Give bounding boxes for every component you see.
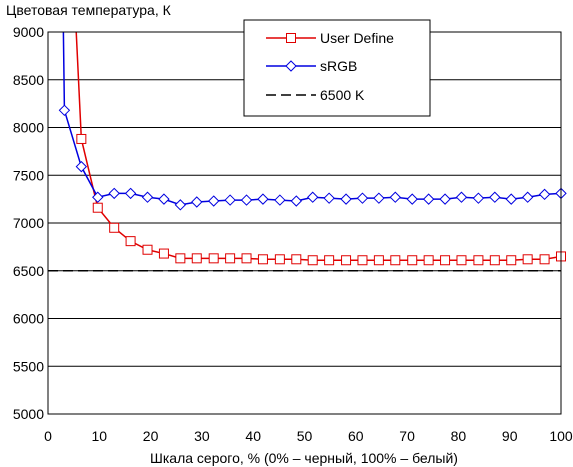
data-point (356, 192, 369, 204)
x-tick-label: 50 (297, 428, 313, 444)
data-point (58, 104, 71, 117)
x-tick-label: 20 (143, 428, 159, 444)
x-tick-label: 40 (245, 428, 261, 444)
data-point (274, 254, 285, 265)
y-tick-labels: 5000 5500 6000 6500 7000 7500 8000 8500 9000 (13, 24, 44, 422)
data-point (506, 255, 517, 266)
data-point (307, 255, 318, 266)
data-point (473, 255, 484, 266)
y-tick-label: 8500 (13, 72, 44, 88)
data-point (175, 253, 186, 264)
data-point (240, 194, 253, 206)
data-point (274, 194, 286, 206)
data-point (423, 255, 434, 266)
data-point (489, 255, 500, 266)
data-point (290, 195, 302, 207)
data-point (191, 196, 203, 208)
data-point (108, 187, 120, 200)
data-point (373, 255, 384, 266)
data-point (422, 193, 435, 205)
x-tick-label: 30 (194, 428, 210, 444)
y-tick-label: 6500 (13, 263, 44, 279)
data-point (439, 193, 451, 205)
y-tick-label: 5500 (13, 358, 44, 374)
x-tick-label: 80 (451, 428, 467, 444)
data-point (76, 133, 87, 144)
data-point (241, 253, 252, 264)
y-tick-label: 6000 (13, 311, 44, 327)
data-point (291, 254, 302, 265)
x-axis-title: Шкала серого, % (0% – черный, 100% – бел… (150, 450, 458, 466)
data-point (407, 255, 418, 266)
data-point (538, 188, 551, 201)
data-point (456, 255, 467, 266)
data-point (522, 254, 533, 265)
data-point (357, 255, 368, 266)
data-point (174, 199, 187, 211)
legend: User Define sRGB 6500 K (243, 19, 431, 117)
data-point (390, 255, 401, 266)
y-axis-title: Цветовая температура, К (6, 2, 172, 18)
x-tick-label: 100 (549, 428, 573, 444)
data-point (125, 236, 136, 247)
data-point (455, 191, 468, 203)
y-tick-label: 8000 (13, 120, 44, 136)
series-layer (48, 32, 567, 272)
legend-label: sRGB (320, 58, 357, 74)
data-point (207, 195, 220, 207)
data-point (141, 191, 154, 203)
data-point (505, 193, 517, 205)
data-point (208, 253, 219, 264)
data-point (521, 191, 534, 203)
series-1 (58, 32, 567, 211)
x-tick-label: 90 (502, 428, 518, 444)
legend-marker (286, 33, 296, 43)
data-point (191, 253, 202, 264)
data-point (389, 191, 402, 203)
data-point (324, 255, 335, 266)
data-point (257, 193, 269, 205)
data-point (406, 193, 418, 205)
data-point (92, 202, 103, 213)
data-point (142, 244, 153, 255)
data-point (158, 193, 170, 205)
data-point (373, 192, 385, 204)
data-point (224, 194, 236, 206)
data-point (92, 191, 104, 203)
data-point (440, 255, 451, 266)
data-point (323, 192, 335, 204)
data-point (472, 192, 485, 204)
y-tick-label: 9000 (13, 24, 44, 40)
data-point (489, 191, 501, 203)
x-tick-label: 60 (348, 428, 364, 444)
data-point (158, 248, 169, 259)
x-tick-labels: 0 10 20 30 40 50 60 70 80 90 100 (44, 428, 573, 444)
y-tick-label: 7000 (13, 215, 44, 231)
data-point (225, 253, 236, 264)
series-0 (75, 32, 566, 266)
data-point (341, 255, 352, 266)
legend-label: 6500 K (320, 87, 365, 103)
data-point (75, 160, 88, 173)
data-point (340, 193, 352, 205)
data-point (109, 222, 120, 233)
x-tick-label: 10 (92, 428, 108, 444)
legend-box (243, 19, 431, 117)
x-tick-label: 70 (399, 428, 415, 444)
y-tick-label: 5000 (13, 406, 44, 422)
y-tick-label: 7500 (13, 167, 44, 183)
legend-marker (285, 60, 297, 72)
data-point (539, 254, 550, 265)
data-point (307, 191, 319, 203)
data-point (257, 254, 268, 265)
x-tick-label: 0 (44, 428, 52, 444)
legend-label: User Define (320, 30, 394, 46)
data-point (124, 187, 137, 200)
